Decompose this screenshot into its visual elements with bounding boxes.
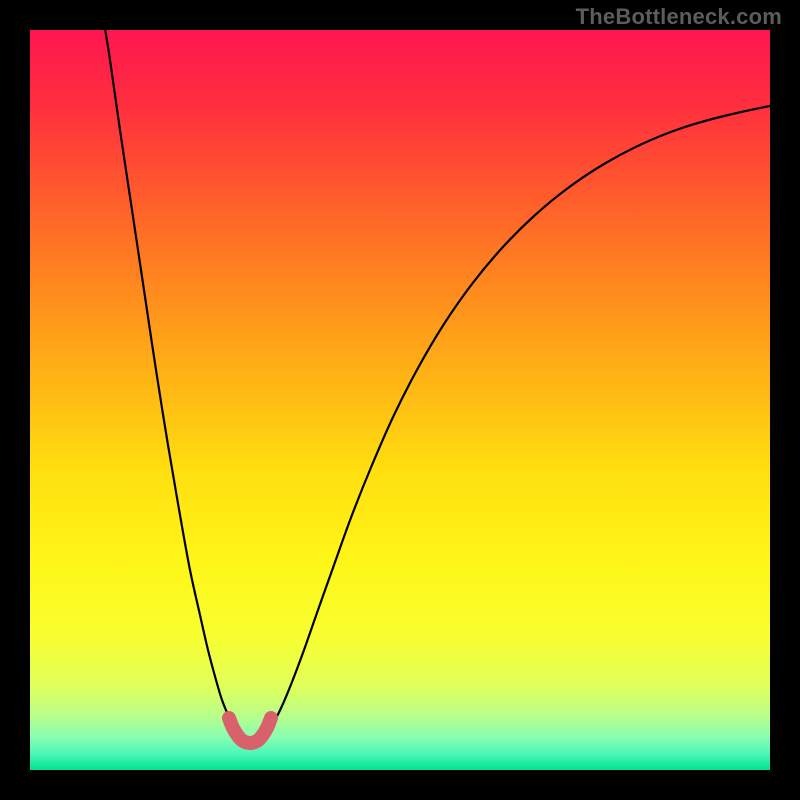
optimal-zone-marker xyxy=(229,718,271,743)
watermark-text: TheBottleneck.com xyxy=(576,4,782,30)
bottleneck-curve xyxy=(96,30,770,741)
plot-area xyxy=(30,30,770,770)
curve-layer xyxy=(30,30,770,770)
